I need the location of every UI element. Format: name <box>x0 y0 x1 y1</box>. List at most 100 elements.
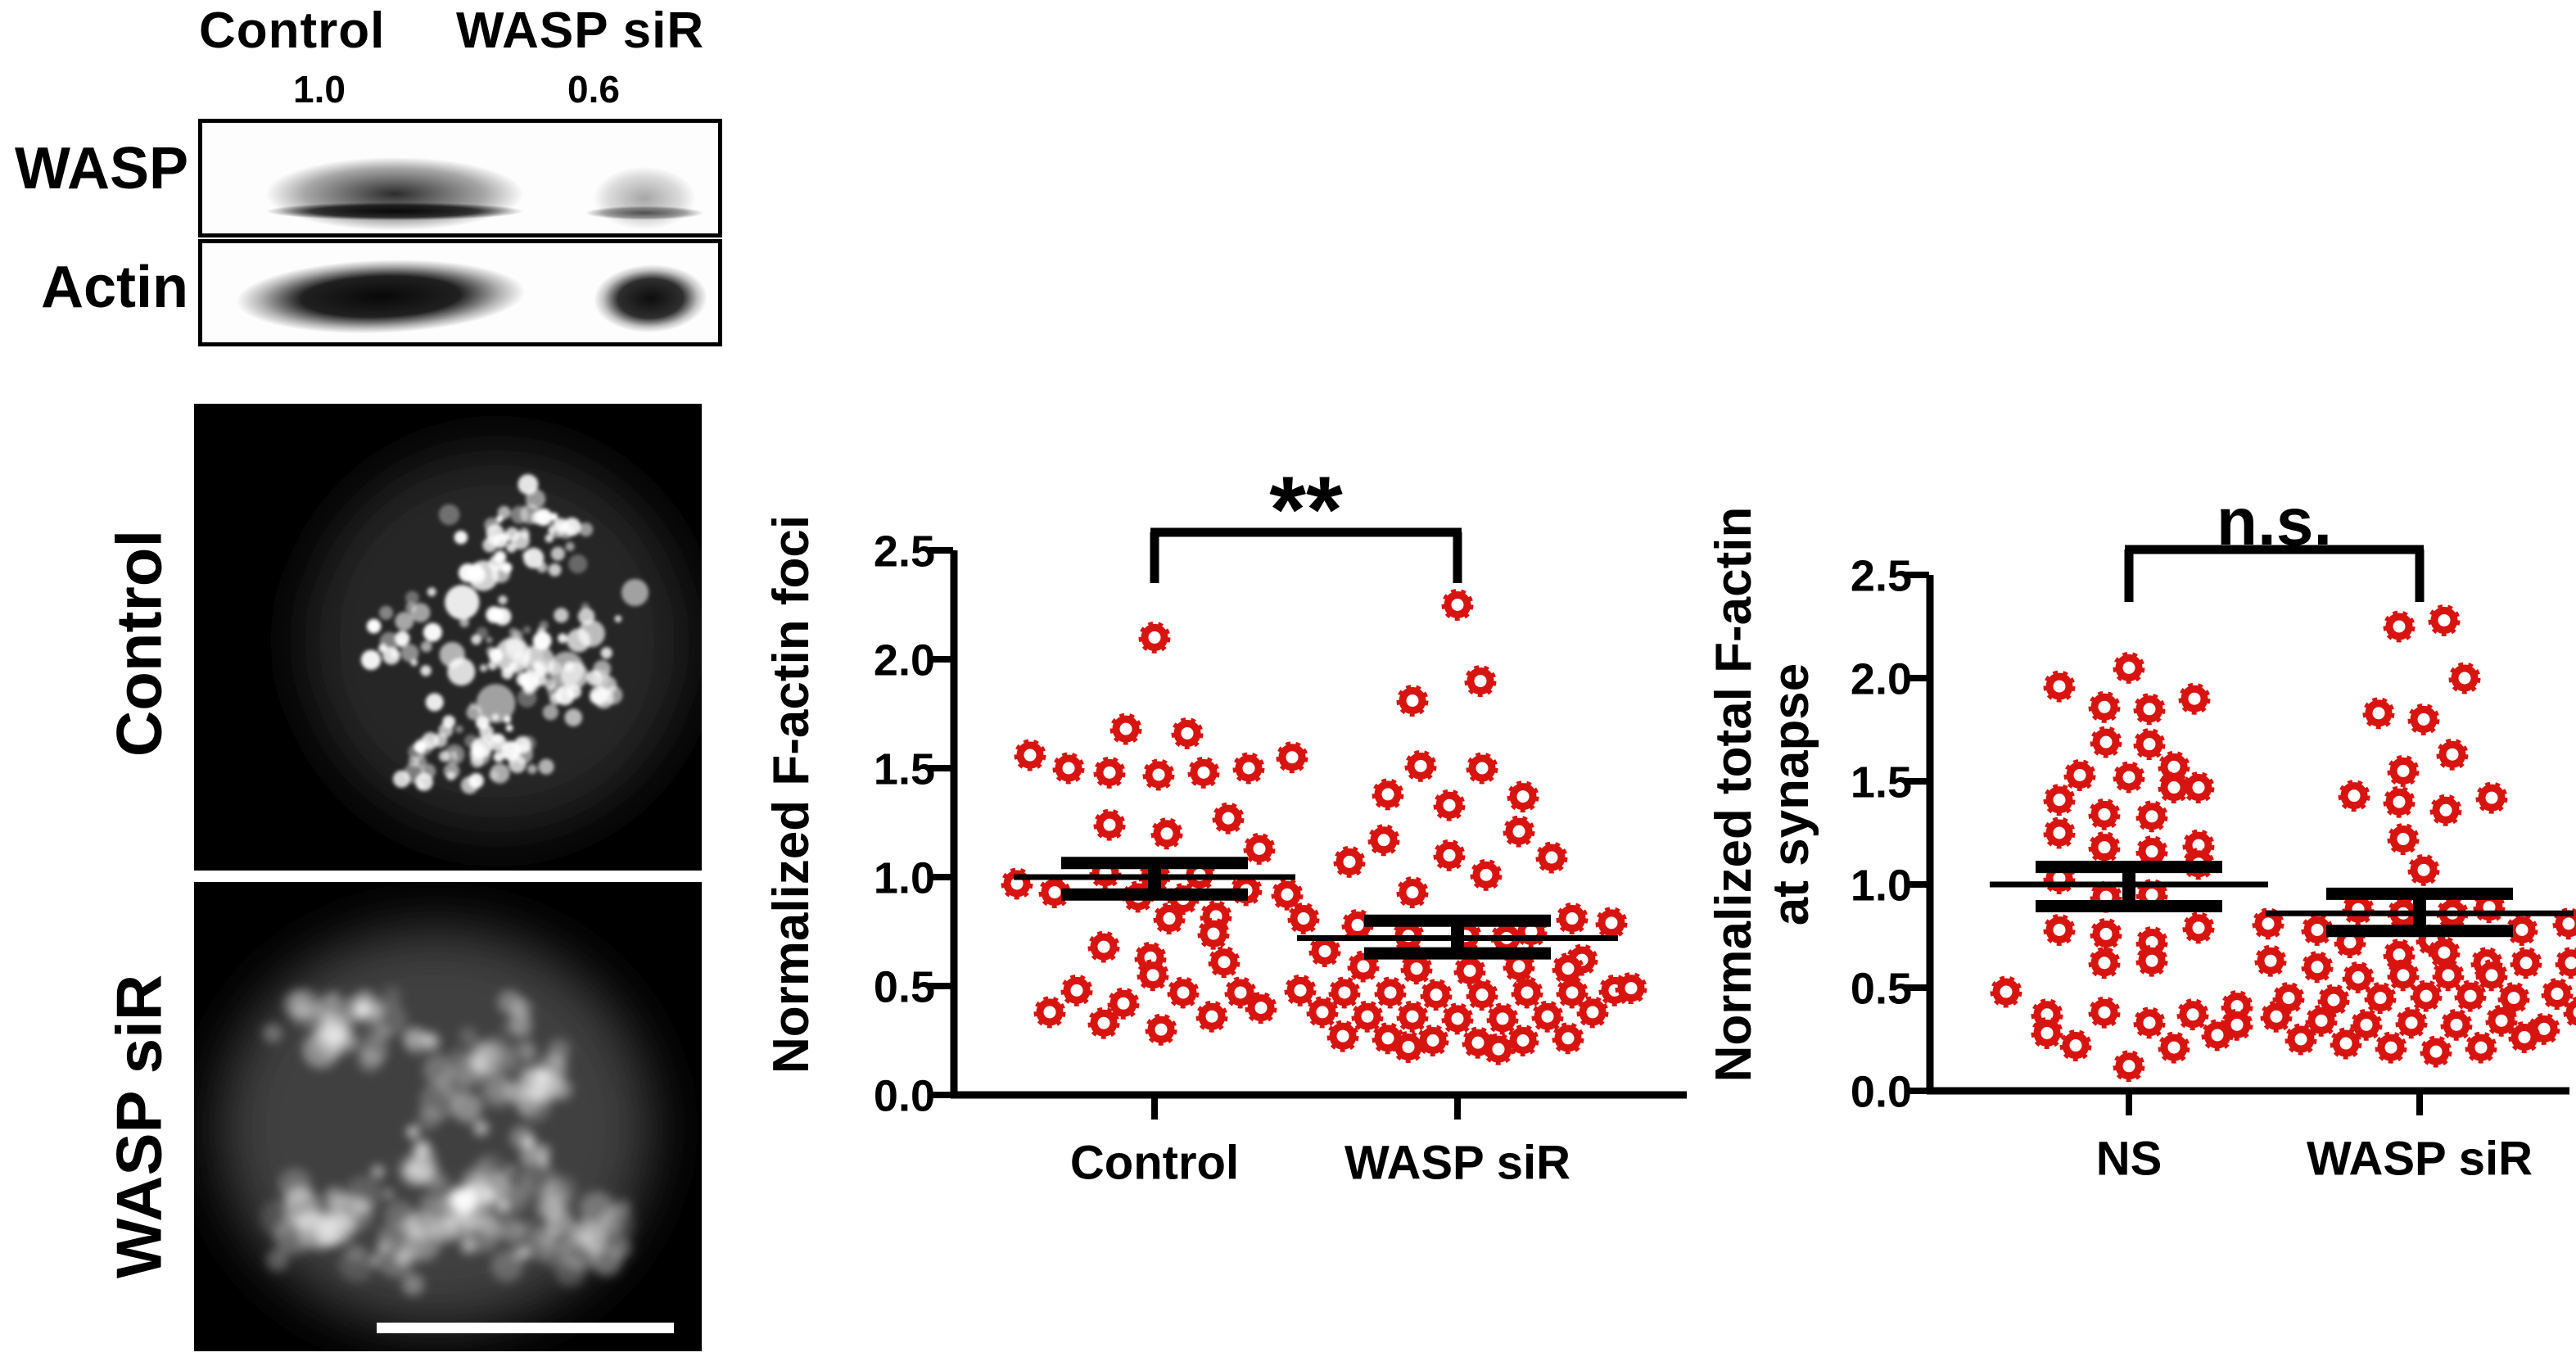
mean-error-bar-NS <box>1990 861 2268 912</box>
data-point <box>2385 613 2413 640</box>
data-point <box>2410 856 2438 884</box>
data-point-rim <box>2375 1031 2407 1064</box>
actin-blot-image <box>198 239 722 346</box>
data-point <box>1278 744 1306 771</box>
data-point <box>2443 1011 2470 1038</box>
data-point-rim <box>1552 1022 1584 1055</box>
data-point-rim <box>1093 808 1126 841</box>
data-point-rim <box>1470 858 1503 891</box>
data-point <box>1139 961 1167 989</box>
data-point <box>1509 1027 1537 1054</box>
data-point-rim <box>1052 752 1085 785</box>
data-point <box>1489 1005 1516 1033</box>
data-point-rim <box>2252 907 2285 940</box>
data-point <box>1227 979 1254 1006</box>
data-point <box>2185 914 2212 942</box>
data-point-rim <box>1347 950 1380 983</box>
data-point-rim <box>2043 784 2076 816</box>
mean-error-bar-Control <box>1014 857 1295 901</box>
data-point-rim <box>1433 839 1466 871</box>
significance-label: ** <box>1269 458 1343 563</box>
data-point <box>1399 879 1426 907</box>
data-point-rim <box>1556 902 1589 935</box>
actin-band-control <box>217 247 572 342</box>
data-point <box>2389 826 2417 853</box>
data-point-rim <box>1167 976 1200 1009</box>
data-point-rim <box>2342 961 2375 993</box>
data-point-rim <box>1087 1006 1120 1039</box>
data-point <box>2160 774 2188 802</box>
category-label: WASP siR <box>1344 1136 1570 1189</box>
data-point-rim <box>2088 690 2121 723</box>
data-point <box>2115 763 2143 791</box>
data-point-rim <box>2395 1006 2428 1039</box>
data-points-Control <box>1001 621 1308 1046</box>
data-point-rim <box>2428 604 2461 636</box>
y-tick-label: 0.5 <box>1851 964 1912 1013</box>
data-point <box>2092 728 2120 756</box>
data-point <box>1513 979 1541 1006</box>
y-tick-label: 2.5 <box>1851 551 1912 600</box>
data-point <box>1505 817 1533 845</box>
data-point <box>1354 1002 1381 1030</box>
wasp-band-sir-edge <box>575 205 714 221</box>
actin-band-sir <box>581 257 718 340</box>
data-point-rim <box>2254 944 2287 977</box>
data-point-rim <box>2429 794 2462 826</box>
y-tick-label: 1.5 <box>1851 758 1912 807</box>
fluorescence-image-wasp-sir <box>194 882 702 1351</box>
data-point <box>2488 1006 2515 1034</box>
data-point-rim <box>1367 824 1400 857</box>
data-point <box>1435 841 1463 869</box>
data-point <box>2135 731 2163 758</box>
data-point <box>2135 695 2163 723</box>
y-axis-title: Normalized F-actin foci <box>763 515 820 1074</box>
data-point-rim <box>2465 1031 2497 1064</box>
data-point <box>2438 740 2466 768</box>
data-point-rim <box>1374 976 1407 1009</box>
data-point-rim <box>2436 738 2469 771</box>
data-point-rim <box>1171 717 1204 749</box>
data-point <box>1992 978 2020 1006</box>
data-point-rim <box>1212 802 1245 835</box>
data-point <box>1509 783 1537 811</box>
data-point <box>1247 994 1275 1022</box>
data-point-rim <box>2063 758 2096 791</box>
data-point <box>1145 761 1173 789</box>
data-point-rim <box>1396 1000 1429 1033</box>
data-point-rim <box>1507 1025 1539 1056</box>
data-point <box>2185 774 2212 802</box>
data-point-rim <box>1420 979 1453 1011</box>
data-point <box>2432 796 2460 824</box>
data-point-rim <box>1535 841 1568 874</box>
data-point-rim <box>1107 987 1140 1020</box>
data-point <box>2365 699 2393 727</box>
data-point <box>1096 811 1123 839</box>
category-label: WASP siR <box>2307 1132 2533 1185</box>
data-point <box>1444 591 1471 618</box>
data-point-rim <box>1466 979 1498 1011</box>
data-point <box>1286 976 1314 1004</box>
data-point-rim <box>2090 917 2122 950</box>
data-point-rim <box>1556 976 1589 1009</box>
data-point <box>2385 788 2413 816</box>
data-point-rim <box>2510 947 2542 979</box>
data-point <box>1090 1009 1118 1037</box>
data-point-rim <box>2387 823 2420 856</box>
data-point-rim <box>2485 1004 2518 1037</box>
data-point <box>1554 1025 1582 1052</box>
data-point-rim <box>2088 798 2121 830</box>
data-point-rim <box>2440 1008 2473 1041</box>
microscopy-label-wasp-sir: WASP siR <box>102 974 175 1279</box>
dot-plot-total-f-actin-synapse: 0.0 0.5 1.0 1.5 2.0 2.5 Normalized total F-act… <box>1711 442 2576 1220</box>
data-point <box>2262 1002 2290 1030</box>
data-point-rim <box>2342 893 2375 925</box>
data-point-rim <box>1351 1000 1384 1033</box>
data-point <box>2389 757 2417 785</box>
data-point <box>2366 984 2394 1012</box>
data-point-rim <box>2334 926 2366 959</box>
wasp-sir-cell-image <box>194 882 702 1351</box>
data-point-rim <box>2407 853 2440 886</box>
data-point <box>1169 979 1197 1006</box>
data-point <box>2508 916 2536 943</box>
